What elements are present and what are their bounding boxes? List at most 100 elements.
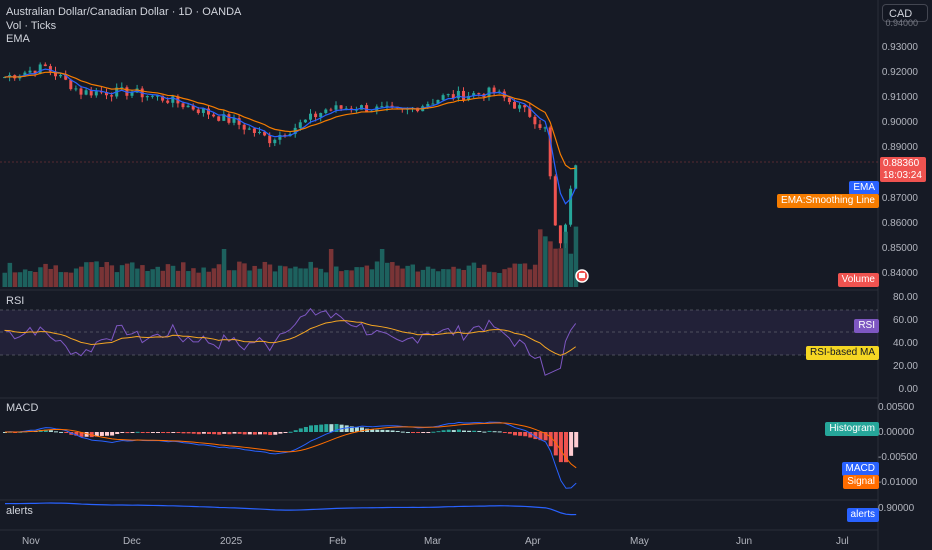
candle-body (110, 95, 114, 97)
volume-bar (374, 261, 380, 287)
macd-histogram-bar (370, 429, 375, 432)
macd-histogram-bar (390, 430, 395, 432)
volume-bar (369, 269, 375, 287)
volume-bar (487, 271, 492, 287)
macd-histogram-bar (222, 432, 227, 434)
volume-legend[interactable]: Vol · Ticks (6, 20, 57, 32)
volume-bar (507, 267, 512, 287)
symbol-title[interactable]: Australian Dollar/Canadian Dollar · 1D ·… (6, 6, 242, 18)
volume-bar (573, 226, 579, 287)
candle-body (518, 105, 522, 109)
candle-body (543, 127, 547, 129)
candle-body (324, 109, 328, 114)
macd-histogram-bar (288, 431, 293, 433)
volume-bar (476, 267, 482, 287)
macd-histogram-bar (467, 430, 472, 432)
flag-icon-inner (579, 273, 585, 278)
candle-body (431, 103, 435, 105)
candle-body (166, 100, 170, 103)
volume-bar (277, 265, 283, 287)
candle-body (171, 96, 175, 103)
ema-legend[interactable]: EMA (6, 33, 30, 45)
time-label: May (630, 536, 649, 547)
macd-histogram-bar (181, 432, 186, 434)
volume-bar (481, 264, 487, 287)
candle-body (242, 124, 246, 130)
volume-bar (364, 265, 370, 287)
volume-bar (237, 261, 242, 287)
macd-histogram-bar (446, 429, 451, 432)
macd-histogram-bar (528, 432, 533, 438)
macd-histogram-bar (354, 427, 359, 432)
candle-body (217, 116, 221, 121)
volume-bar (568, 253, 574, 287)
volume-bar (267, 264, 273, 287)
macd-histogram-bar (497, 431, 502, 433)
volume-bar (181, 262, 186, 287)
macd-histogram-bar (472, 430, 477, 432)
macd-histogram-bar (492, 431, 497, 433)
candle-body (89, 90, 93, 96)
macd-histogram-bar (538, 432, 543, 441)
volume-bar (328, 249, 334, 287)
macd-histogram-bar (13, 432, 18, 433)
macd-histogram-bar (191, 432, 196, 434)
volume-bar (170, 265, 176, 287)
macd-histogram-bar (54, 431, 58, 433)
signal-tag: Signal (843, 475, 879, 489)
macd-histogram-bar (385, 430, 390, 432)
macd-histogram-bar (543, 432, 548, 441)
candle-body (303, 119, 307, 123)
volume-bar (28, 271, 33, 287)
volume-bar (563, 231, 568, 287)
candle-body (252, 128, 256, 133)
macd-histogram-bar (110, 432, 115, 436)
rsi-tick: 20.00 (892, 361, 918, 372)
macd-histogram-bar (436, 431, 441, 433)
volume-bar (538, 229, 543, 287)
macd-histogram-bar (574, 432, 579, 448)
time-label: Mar (424, 536, 442, 547)
time-label: 2025 (220, 536, 243, 547)
macd-histogram-bar (441, 430, 446, 432)
volume-bar (283, 266, 288, 287)
rsi-pane-title[interactable]: RSI (6, 295, 25, 307)
candle-body (48, 66, 52, 72)
macd-histogram-bar (140, 432, 145, 433)
volume-bar (303, 268, 308, 287)
candle-body (186, 105, 190, 108)
rsi-tick: 40.00 (892, 338, 918, 349)
volume-bar (298, 268, 303, 287)
volume-bar (548, 241, 553, 287)
volume-bar (272, 271, 278, 287)
candle-body (487, 87, 491, 98)
alerts-pane-title[interactable]: alerts (6, 505, 33, 517)
volume-bar (344, 270, 349, 287)
currency-button[interactable]: CAD (882, 4, 928, 22)
price-tick: 0.92000 (881, 67, 918, 78)
volume-bar (68, 272, 74, 287)
macd-histogram-bar (421, 432, 426, 433)
macd-histogram-bar (329, 424, 334, 432)
macd-histogram-bar (360, 427, 364, 432)
volume-bar (293, 266, 298, 287)
volume-bar (527, 269, 533, 287)
volume-tag: Volume (837, 273, 879, 287)
volume-bar (318, 268, 324, 287)
macd-histogram-bar (569, 432, 574, 456)
macd-histogram-bar (166, 432, 171, 434)
candle-body (212, 114, 216, 117)
macd-histogram-bar (513, 432, 517, 436)
volume-bar (38, 267, 43, 287)
price-tick: 0.87000 (881, 193, 918, 204)
candle-body (84, 90, 88, 95)
candle-body (227, 114, 231, 123)
macd-histogram-bar (395, 430, 400, 432)
volume-bar (12, 272, 18, 287)
volume-bar (308, 261, 313, 287)
macd-pane-title[interactable]: MACD (6, 402, 39, 414)
volume-bar (165, 264, 171, 287)
macd-histogram-bar (482, 431, 487, 433)
candle-body (59, 74, 63, 77)
